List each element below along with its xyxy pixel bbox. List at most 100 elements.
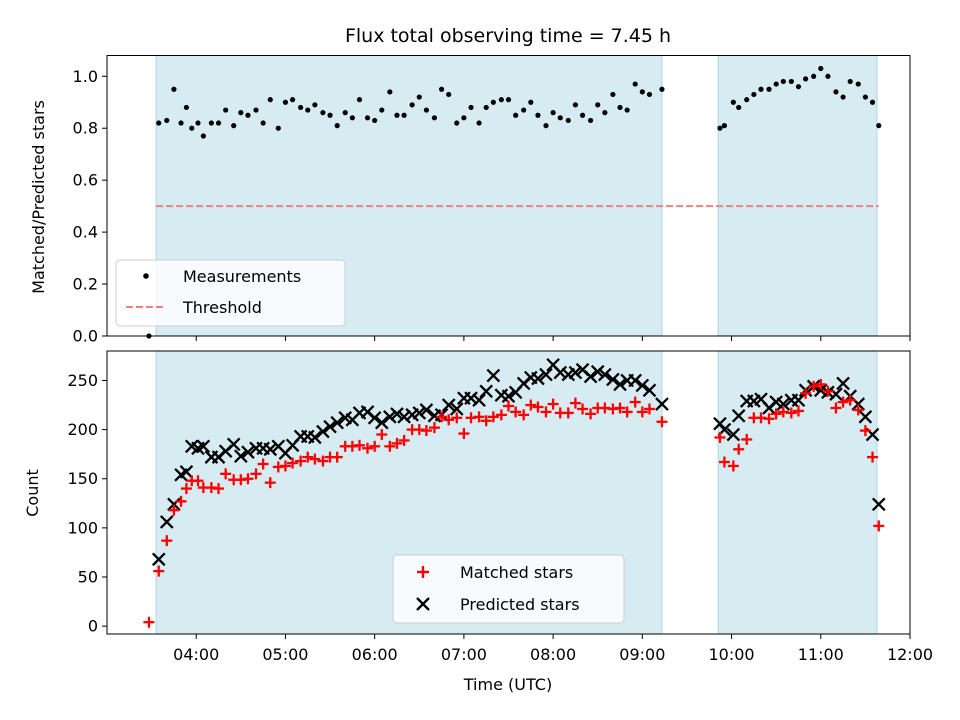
measurement-point (811, 73, 817, 79)
matched-star-point (317, 455, 329, 467)
ratio-panel: 0.0 0.2 0.4 0.6 0.8 1.0 Matched/Predicted sta… (29, 55, 911, 346)
matched-star-point (547, 398, 559, 410)
measurement-point (639, 89, 645, 95)
predicted-star-point (419, 403, 434, 417)
measurement-point (602, 110, 608, 116)
predicted-star-point (590, 364, 605, 379)
matched-star-point (525, 399, 537, 411)
ratio-x-ticks (195, 336, 911, 341)
measurement-point (305, 107, 311, 113)
count-panel: 0 50 100 150 200 250 04:00 05:00 06:00 07:00 08:0… (23, 350, 933, 694)
predicted-star-point (449, 402, 464, 416)
predicted-star-point (501, 389, 516, 404)
matched-star-point (279, 460, 291, 472)
count-legend-box (392, 554, 625, 624)
measurement-point (736, 104, 742, 111)
count-legend: Matched stars Predicted stars (392, 554, 625, 624)
predicted-star-point (642, 383, 657, 398)
measurement-point (364, 115, 371, 121)
count-panel-frame (106, 350, 911, 635)
predicted-star-point (323, 419, 337, 434)
measurement-point (803, 76, 809, 82)
matched-star-point (391, 437, 403, 449)
measurement-point (543, 123, 549, 129)
count-y-tick-label: 200 (67, 420, 98, 439)
matched-star-point (220, 468, 232, 480)
matched-star-point (808, 380, 820, 392)
matched-star-point (629, 396, 641, 408)
measurement-point (208, 120, 214, 126)
measurement-point (855, 81, 861, 87)
predicted-stars-points (151, 357, 886, 567)
measurement-point (730, 99, 736, 105)
predicted-star-point (464, 391, 478, 405)
measurement-point (476, 120, 482, 126)
matched-star-point (175, 495, 187, 507)
predicted-star-point (226, 437, 241, 452)
matched-star-point (213, 483, 225, 495)
measurement-point (320, 110, 326, 116)
matched-star-point (792, 405, 804, 417)
predicted-star-point (263, 442, 278, 457)
measurement-point (795, 84, 802, 90)
measurement-point (780, 78, 786, 85)
predicted-star-point (472, 393, 486, 407)
predicted-star-point (583, 369, 598, 384)
count-y-tick-label: 100 (67, 518, 98, 537)
chart-title: Flux total observing time = 7.45 h (345, 25, 671, 47)
matched-star-point (420, 425, 432, 437)
count-y-ticks: 0 50 100 150 200 250 (67, 371, 107, 636)
ratio-y-axis-label: Matched/Predicted stars (29, 100, 48, 294)
predicted-star-point (776, 397, 791, 411)
measurement-point (454, 120, 460, 126)
measurement-point (446, 91, 452, 98)
measurement-point (751, 91, 757, 98)
matched-star-point (741, 433, 753, 445)
predicted-star-point (598, 367, 612, 382)
legend-threshold-label: Threshold (182, 298, 262, 317)
measurement-point (164, 117, 170, 124)
matched-star-point (873, 520, 885, 532)
ratio-shaded-region (717, 55, 878, 337)
matched-star-point (443, 414, 455, 426)
predicted-star-point (316, 424, 330, 439)
measurement-point (238, 110, 244, 116)
measurement-point (876, 123, 882, 129)
matched-star-point (822, 385, 834, 397)
matched-star-point (495, 409, 507, 421)
predicted-star-point (628, 373, 643, 388)
measurement-point (646, 91, 653, 98)
predicted-star-point (858, 410, 873, 424)
measurement-point (334, 123, 340, 129)
measurement-point (438, 86, 445, 92)
measurement-point (587, 117, 594, 124)
measurement-point (847, 78, 853, 85)
matched-star-point (540, 406, 552, 418)
ratio-y-tick-label: 0.0 (73, 327, 98, 346)
ratio-y-tick-label: 1.0 (73, 67, 98, 86)
matched-star-point (398, 434, 410, 446)
predicted-star-point (234, 449, 248, 463)
matched-star-point (785, 407, 797, 419)
legend-measurements-marker (143, 273, 149, 279)
matched-star-point (577, 403, 589, 415)
matched-star-point (257, 458, 269, 470)
count-x-tick-label: 07:00 (441, 645, 487, 664)
measurement-point (189, 125, 195, 131)
measurement-point (431, 115, 438, 121)
legend-predicted-label: Predicted stars (460, 595, 580, 614)
x-axis-label: Time (UTC) (463, 675, 552, 694)
measurement-point (595, 102, 601, 108)
predicted-star-point (791, 393, 806, 407)
count-y-tick-label: 250 (67, 371, 98, 390)
measurement-point (298, 104, 304, 111)
matched-star-point (242, 473, 254, 485)
matched-star-point (585, 408, 597, 420)
count-x-ticks: 04:00 05:00 06:00 07:00 08:00 09:00 10:00 11:00… (173, 634, 933, 664)
measurement-point (468, 104, 474, 111)
count-x-tick-label: 04:00 (173, 645, 219, 664)
measurement-point (773, 81, 779, 87)
matched-star-point (180, 483, 192, 495)
predicted-star-point (374, 415, 389, 430)
